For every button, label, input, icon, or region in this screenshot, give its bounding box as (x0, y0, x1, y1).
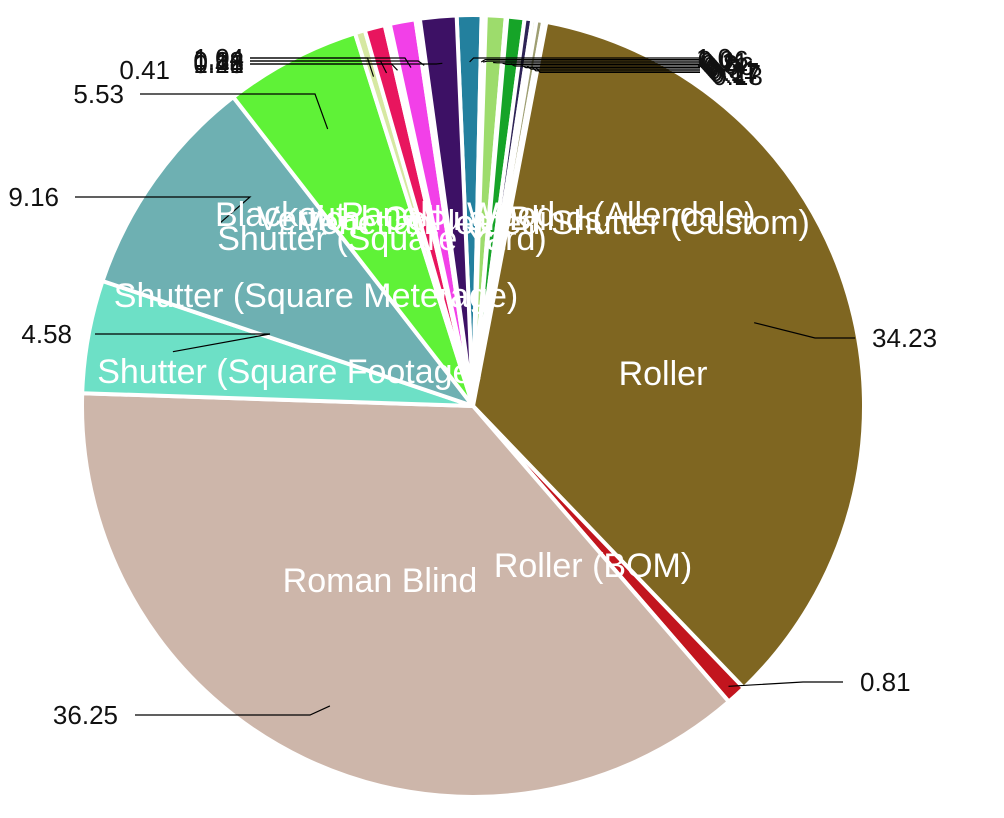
leader-line-small-right-9 (535, 67, 700, 74)
leader-line-small-left-5 (250, 62, 443, 65)
leader-line-roman-blind (135, 705, 331, 716)
value-label-shutter-square-meterage: 9.16 (8, 182, 59, 212)
category-label-shutter-square-meterage: Shutter (Square Meterage) (114, 277, 518, 315)
value-label-small-right-3: 0.8 (701, 49, 737, 79)
leader-line-small-right-8 (531, 66, 700, 72)
value-label-shutter-square-footage: 4.58 (21, 319, 72, 349)
leader-line-roller-bom (728, 681, 843, 687)
leader-line-small-right-0 (469, 57, 700, 63)
category-label-shutter-square-yard: Shutter (Square Yard) (217, 220, 546, 258)
value-label-roller: 34.23 (872, 323, 937, 353)
value-label-small-left-0: 0.41 (119, 55, 170, 85)
leader-line-small-right-2 (482, 60, 700, 63)
value-label-small-left-5: 1.48 (193, 49, 244, 79)
category-label-small-4: Cellular (383, 200, 498, 238)
value-label-small-left-3: 1.04 (193, 43, 244, 73)
value-label-small-right-8: 0.27 (710, 59, 761, 89)
leader-line-small-right-4 (502, 62, 700, 66)
value-label-small-left-4: 0.18 (193, 46, 244, 76)
leader-lines-layer (75, 57, 855, 716)
leader-line-shutter-square-footage (95, 333, 271, 353)
category-label-small-5: Pleated (425, 204, 540, 242)
value-label-small-right-4: 0.06 (703, 51, 754, 81)
pie-slice-slice-21 (417, 13, 475, 408)
category-label-small-7: Blinds (509, 200, 602, 238)
category-label-roman-blind: Roman Blind (283, 562, 478, 600)
pie-slice-roman-blind (80, 391, 731, 799)
value-label-roller-bom: 0.81 (860, 667, 911, 697)
leader-line-small-right-1 (480, 58, 700, 63)
value-labels-layer: 34.230.8136.254.589.165.531.00.060.110.8… (8, 43, 937, 730)
leader-line-shutter-square-yard (140, 93, 329, 130)
leader-line-small-right-6 (521, 64, 700, 69)
value-label-small-right-7: 0.17 (709, 57, 760, 87)
category-label-shutter-square-footage: Shutter (Square Footage) (97, 353, 483, 391)
value-label-small-right-9: 0.13 (712, 61, 763, 91)
category-labels-layer: Roller Roller (BOM) Roman Blind Shutter (Sq… (97, 196, 810, 600)
value-label-small-right-5: 0.7 (705, 53, 741, 83)
pie-slice-shutter-square-yard (231, 31, 475, 408)
leader-line-shutter-square-meterage (75, 196, 252, 226)
value-label-small-right-1: 0.06 (698, 45, 749, 75)
category-label-small-1: Vertical (257, 200, 369, 238)
leader-line-small-right-5 (510, 63, 700, 67)
category-label-small-3: Panel (341, 196, 428, 234)
value-label-roman-blind: 36.25 (53, 700, 118, 730)
value-label-small-right-0: 1.0 (696, 43, 732, 73)
value-label-small-right-6: 0.31 (707, 55, 758, 85)
leader-line-small-right-7 (526, 65, 700, 70)
category-label-small-6: Wood (467, 196, 555, 234)
category-label-small-8: Shutter (Custom) (551, 204, 810, 242)
value-label-small-left-1: 0.82 (193, 46, 244, 76)
leader-line-roller (754, 322, 855, 339)
category-label-small-9: (Allendale) (593, 196, 756, 234)
category-label-roller: Roller (619, 355, 708, 393)
category-label-small-0: Blackout (215, 196, 346, 234)
value-label-small-right-2: 0.11 (700, 47, 749, 77)
value-label-shutter-square-yard: 5.53 (73, 79, 124, 109)
category-label-roller-bom: Roller (BOM) (494, 547, 692, 585)
slices-layer (80, 13, 866, 799)
pie-slice-shutter-square-meterage (100, 95, 475, 408)
category-label-small-2: Venetian (299, 204, 431, 242)
value-label-small-left-2: 0.21 (193, 49, 244, 79)
